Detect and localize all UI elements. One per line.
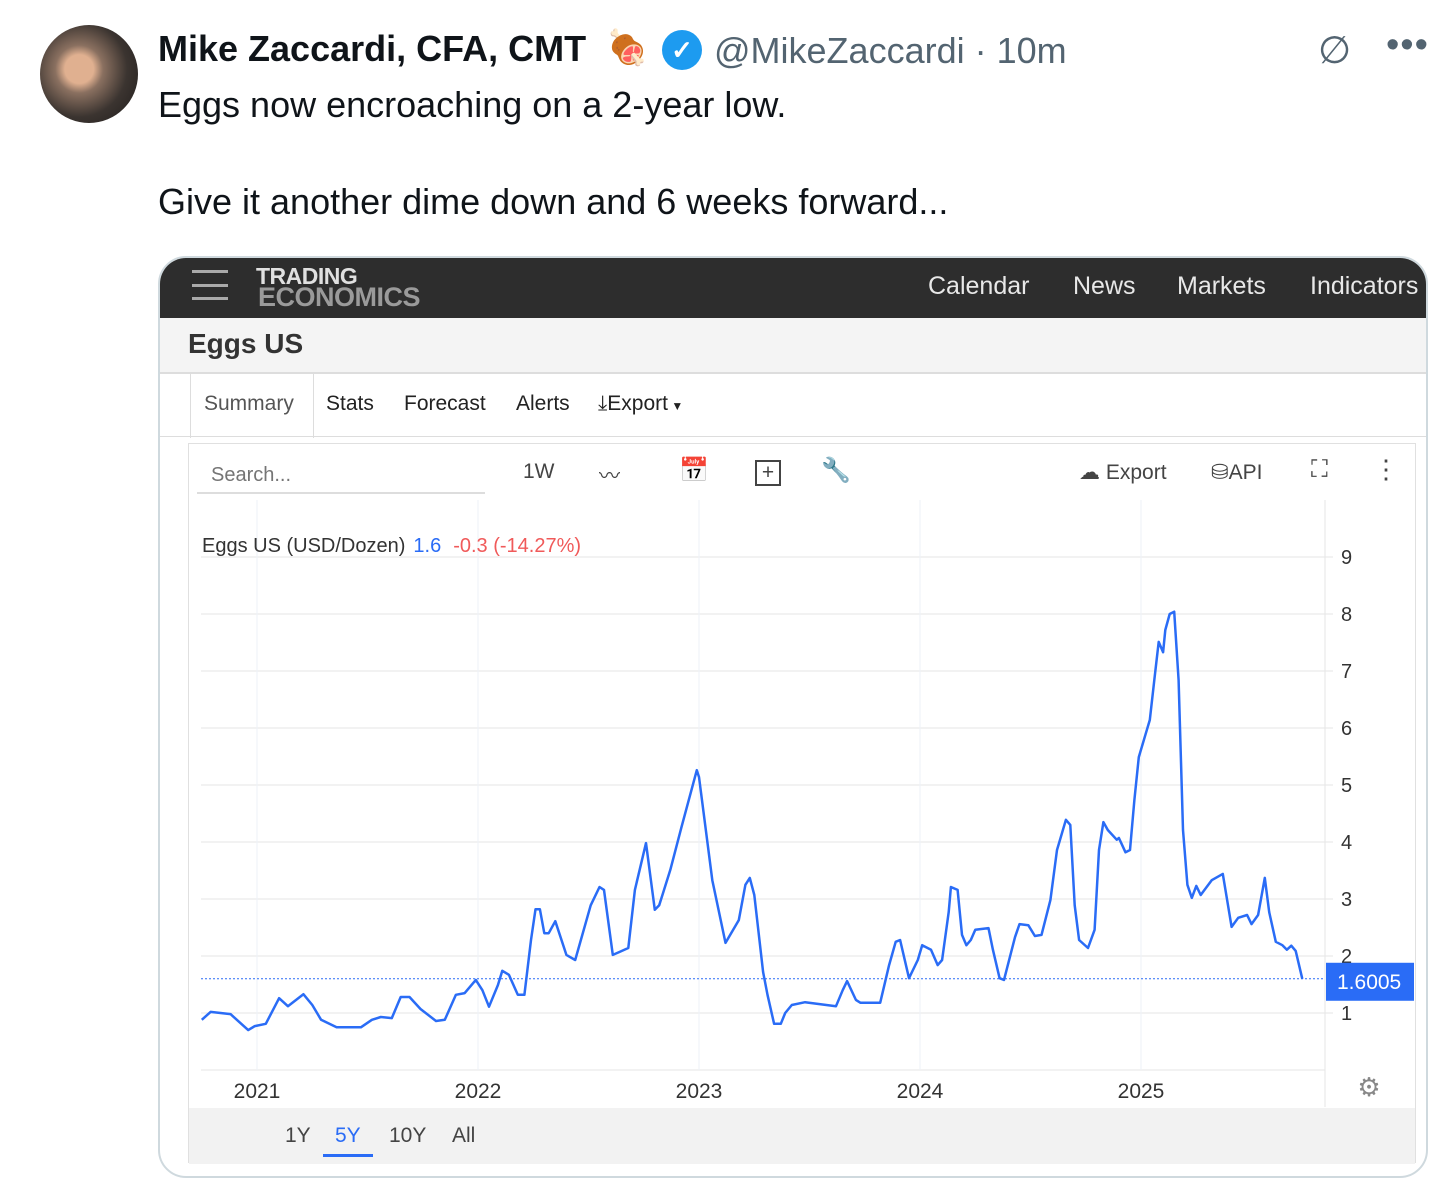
y-tick-label: 3 xyxy=(1341,889,1352,911)
tab-summary[interactable]: Summary xyxy=(204,392,294,415)
line-chart-icon[interactable]: 〰 xyxy=(599,465,620,488)
y-tick-label: 6 xyxy=(1341,718,1352,740)
cloud-download-icon: ☁ xyxy=(1079,461,1100,484)
x-tick-label: 2025 xyxy=(1118,1080,1165,1103)
range-1y[interactable]: 1Y xyxy=(285,1124,311,1147)
calendar-icon[interactable]: 📅 xyxy=(679,457,709,484)
settings-gear-icon[interactable]: ⚙ xyxy=(1357,1072,1380,1102)
legend-title: Eggs US (USD/Dozen) xyxy=(202,535,405,557)
y-tick-label: 2 xyxy=(1341,946,1352,968)
nav-markets[interactable]: Markets xyxy=(1177,272,1266,300)
grok-icon[interactable]: ∅ xyxy=(1318,30,1352,72)
tweet-image[interactable]: TRADING ECONOMICS Calendar News Markets … xyxy=(158,256,1428,1178)
more-icon[interactable]: ••• xyxy=(1386,24,1429,66)
menu-icon[interactable] xyxy=(192,270,228,300)
export-label: Export xyxy=(1105,461,1167,484)
meat-emoji-icon: 🍖 xyxy=(606,29,649,67)
logo-bottom: ECONOMICS xyxy=(258,282,421,312)
tweet-text-line: Give it another dime down and 6 weeks fo… xyxy=(158,181,949,222)
fullscreen-icon[interactable]: ⛶ xyxy=(1311,456,1328,483)
download-icon: ⤓ xyxy=(598,392,608,415)
database-icon: ⛁ xyxy=(1211,461,1229,484)
tab-stats[interactable]: Stats xyxy=(326,392,374,415)
divider xyxy=(160,436,1426,437)
nav-news[interactable]: News xyxy=(1073,272,1136,300)
tweet-text-line: Eggs now encroaching on a 2-year low. xyxy=(158,84,787,125)
api-button[interactable]: ⛁API xyxy=(1211,460,1262,485)
page-title: Eggs US xyxy=(188,328,304,359)
nav-indicators[interactable]: Indicators xyxy=(1310,272,1419,300)
site-header: TRADING ECONOMICS Calendar News Markets … xyxy=(160,258,1426,318)
x-tick-label: 2023 xyxy=(676,1080,723,1103)
range-10y[interactable]: 10Y xyxy=(389,1124,427,1147)
caret-down-icon: ▼ xyxy=(668,399,684,413)
series-line xyxy=(200,610,1304,1032)
legend-value: 1.6 xyxy=(413,535,441,557)
range-bar: 1Y 5Y 10Y All xyxy=(189,1108,1415,1164)
author-handle[interactable]: @MikeZaccardi · 10m xyxy=(714,30,1067,72)
tab-forecast[interactable]: Forecast xyxy=(404,392,486,415)
interval-button[interactable]: 1W xyxy=(523,460,555,483)
verified-badge-icon[interactable]: ✓ xyxy=(662,30,702,70)
nav-calendar[interactable]: Calendar xyxy=(928,272,1030,300)
tab-export-label: Export xyxy=(607,392,668,415)
x-tick-label: 2022 xyxy=(455,1080,502,1103)
tab-alerts[interactable]: Alerts xyxy=(516,392,570,415)
chart-plot: 1 2 3 4 5 6 7 8 9 2021 2022 2023 2024 2025 Eggs US (U… xyxy=(200,500,1414,1107)
search-input[interactable] xyxy=(197,458,485,494)
author-name[interactable]: Mike Zaccardi, CFA, CMT xyxy=(158,28,587,69)
y-tick-label: 4 xyxy=(1341,832,1352,854)
range-5y[interactable]: 5Y xyxy=(323,1124,373,1157)
more-vertical-icon[interactable]: ⋮ xyxy=(1373,454,1399,484)
x-tick-label: 2024 xyxy=(897,1080,944,1103)
title-band: Eggs US xyxy=(160,318,1426,374)
avatar[interactable] xyxy=(40,25,138,123)
chart-panel: 1W 〰 📅 + 🔧 ☁ Export ⛁API ⛶ ⋮ 1Y 5Y 10Y A… xyxy=(188,443,1416,1164)
separator: · xyxy=(974,30,987,71)
add-icon[interactable]: + xyxy=(755,460,781,486)
api-label: API xyxy=(1228,461,1263,484)
x-tick-label: 2021 xyxy=(234,1080,281,1103)
y-tick-label: 7 xyxy=(1341,661,1352,683)
chart-legend: Eggs US (USD/Dozen) 1.6 -0.3 (-14.27%) xyxy=(202,535,581,557)
y-tick-label: 8 xyxy=(1341,604,1352,626)
last-value-box xyxy=(1326,962,1414,1001)
last-value-label: 1.6005 xyxy=(1337,971,1401,994)
legend-change: -0.3 (-14.27%) xyxy=(453,535,581,557)
tab-export[interactable]: ⤓Export ▼ xyxy=(598,392,683,416)
logo-top: TRADING xyxy=(256,263,358,289)
timestamp[interactable]: 10m xyxy=(996,30,1067,71)
export-chart-button[interactable]: ☁ Export xyxy=(1079,460,1167,485)
y-tick-label: 9 xyxy=(1341,547,1352,569)
wrench-icon[interactable]: 🔧 xyxy=(821,457,851,484)
y-tick-label: 5 xyxy=(1341,775,1352,797)
tab-summary-bg xyxy=(190,374,314,438)
y-tick-label: 1 xyxy=(1341,1003,1352,1025)
handle-text: @MikeZaccardi xyxy=(714,30,965,71)
range-all[interactable]: All xyxy=(452,1124,476,1147)
